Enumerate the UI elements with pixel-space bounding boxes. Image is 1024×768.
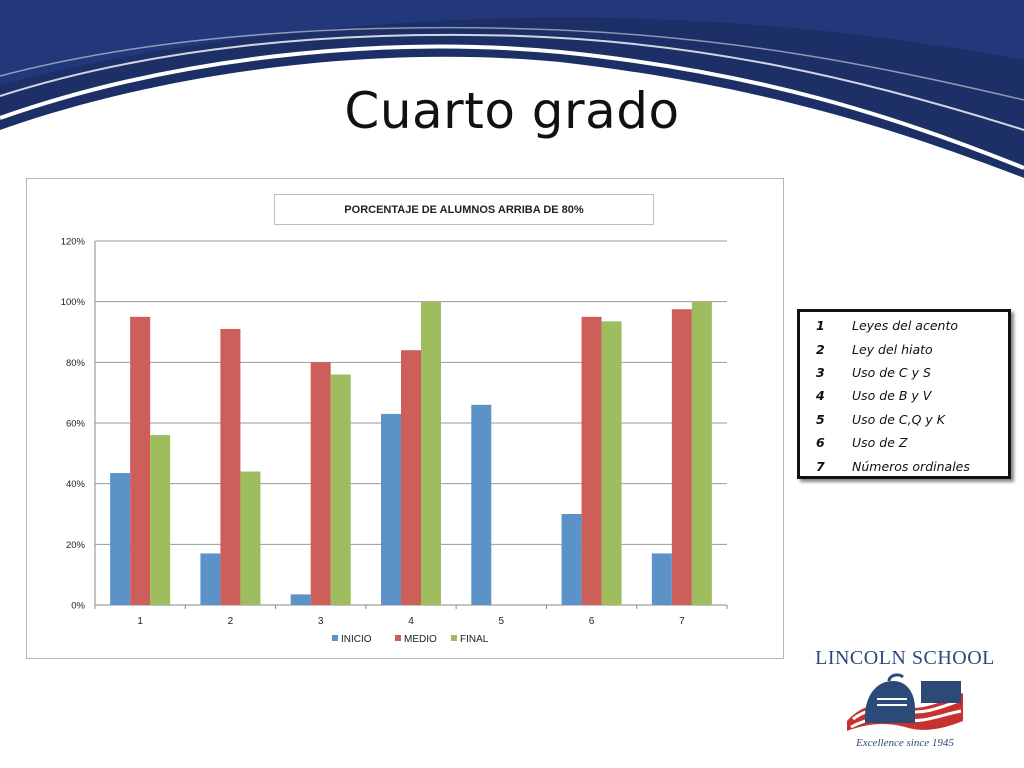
bar-final <box>150 435 171 605</box>
bar-final <box>421 301 441 605</box>
legend-table-text: Uso de Z <box>852 435 908 451</box>
legend-table-number: 6 <box>816 435 825 451</box>
bar-inicio <box>381 413 401 605</box>
logo-name: LINCOLN SCHOOL <box>815 647 995 669</box>
legend-table-number: 7 <box>816 458 825 474</box>
bar-final <box>601 321 622 605</box>
legend-table-row: 4 Uso de B y V <box>800 384 1008 407</box>
legend-table-number: 4 <box>816 388 825 404</box>
legend-table-text: Leyes del acento <box>852 318 958 334</box>
header-banner <box>0 0 1024 200</box>
legend-table-text: Uso de C,Q y K <box>852 411 945 427</box>
bar-medio <box>581 316 602 605</box>
legend-table-row: 1 Leyes del acento <box>800 314 1008 337</box>
x-tick-label: 3 <box>318 616 324 627</box>
y-tick-label: 40% <box>66 479 86 490</box>
bar-final <box>330 374 351 605</box>
bar-medio <box>671 309 692 605</box>
y-tick-label: 60% <box>66 419 86 430</box>
school-logo: LINCOLN SCHOOL Excellence since 1945 <box>805 645 1005 755</box>
legend-table-row: 7 Números ordinales <box>800 454 1008 477</box>
knight-helmet-flag-icon <box>847 673 963 731</box>
legend-swatch-inicio <box>332 635 338 641</box>
bar-inicio <box>200 553 221 605</box>
legend-table-row: 3 Uso de C y S <box>800 361 1008 384</box>
legend-table-row: 6 Uso de Z <box>800 431 1008 454</box>
legend-table-text: Números ordinales <box>852 458 970 474</box>
legend-swatch-medio <box>395 635 401 641</box>
legend-label-inicio: INICIO <box>341 634 372 645</box>
bar-chart: 0% 20% 40% 60% 80% 100% 120% 1 2 3 4 5 6 7 INICIO MEDIO… <box>61 237 728 645</box>
y-tick-label: 80% <box>66 358 86 369</box>
logo-tagline: Excellence since 1945 <box>856 737 954 749</box>
y-tick-label: 20% <box>66 540 86 551</box>
y-tick-label: 120% <box>61 237 86 248</box>
bar-inicio <box>651 553 672 605</box>
x-tick-label: 6 <box>589 616 595 627</box>
bar-inicio <box>110 473 131 605</box>
bar-final <box>240 471 261 605</box>
legend-label-medio: MEDIO <box>404 634 437 645</box>
bar-medio <box>220 328 241 605</box>
legend-table-number: 3 <box>816 364 825 380</box>
y-tick-label: 0% <box>71 601 85 612</box>
x-tick-label: 5 <box>499 616 505 627</box>
bar-inicio <box>471 404 492 605</box>
bar-final <box>691 301 712 605</box>
legend-table-text: Uso de B y V <box>852 388 932 404</box>
topic-legend-table: 1 Leyes del acento 2 Ley del hiato 3 Uso de C… <box>797 309 1011 479</box>
legend-table-text: Uso de C y S <box>852 364 931 380</box>
y-tick-label: 100% <box>61 297 86 308</box>
chart-frame: 0% 20% 40% 60% 80% 100% 120% 1 2 3 4 5 6 7 INICIO MEDIO… <box>26 178 784 659</box>
bar-medio <box>130 316 151 605</box>
bar-medio <box>401 350 421 605</box>
legend-table-row: 5 Uso de C,Q y K <box>800 408 1008 431</box>
bar-inicio <box>561 514 582 605</box>
bar-inicio <box>290 594 311 605</box>
legend-table-row: 2 Ley del hiato <box>800 337 1008 360</box>
slide-title: Cuarto grado <box>344 82 680 140</box>
legend-table-number: 1 <box>816 318 825 334</box>
x-tick-label: 7 <box>679 616 685 627</box>
legend-table-number: 5 <box>816 411 825 427</box>
x-tick-label: 2 <box>228 616 234 627</box>
x-tick-label: 1 <box>137 616 143 627</box>
legend-swatch-final <box>451 635 457 641</box>
legend-table-text: Ley del hiato <box>852 341 933 357</box>
chart-title: PORCENTAJE DE ALUMNOS ARRIBA DE 80% <box>274 194 654 225</box>
bar-medio <box>310 362 331 605</box>
legend-table-number: 2 <box>816 341 825 357</box>
x-tick-label: 4 <box>408 616 414 627</box>
legend-label-final: FINAL <box>460 634 489 645</box>
